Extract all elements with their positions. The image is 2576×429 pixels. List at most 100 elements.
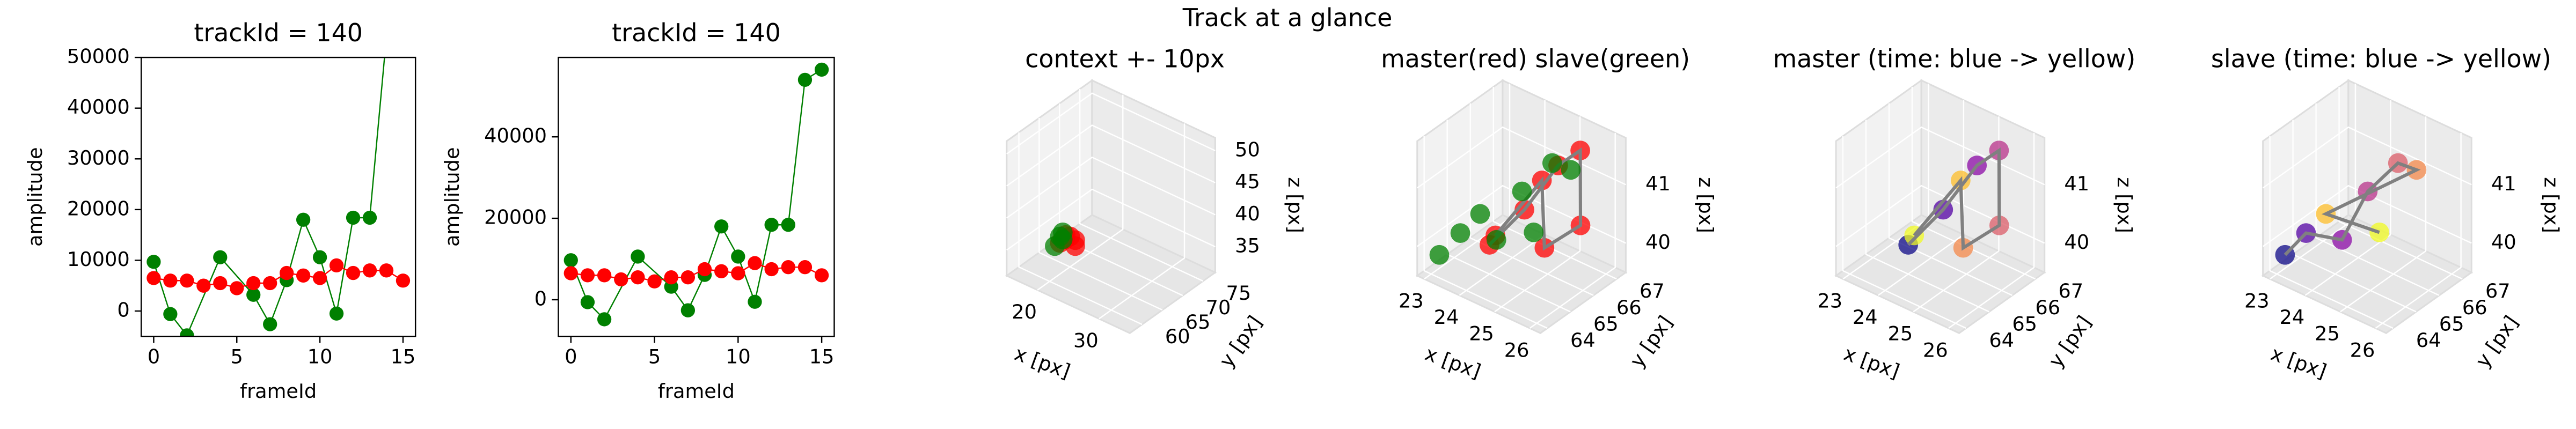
grid-line (1888, 103, 2013, 296)
y-tick-label: 67 (1640, 279, 1665, 302)
data-point (263, 317, 277, 331)
y-axis-label: amplitude (24, 147, 47, 247)
y-tick-label: 0 (535, 287, 547, 310)
y-tick-label: 10000 (67, 248, 130, 271)
pane-back (1920, 79, 2046, 274)
x-axis-label: x [px] (2267, 342, 2329, 383)
data-point (362, 210, 377, 225)
data-point (1052, 222, 1073, 242)
grid-line (2304, 100, 2391, 296)
data-point (564, 253, 578, 268)
data-point (396, 17, 410, 31)
data-point (731, 266, 745, 280)
data-point (213, 250, 228, 264)
data-point (213, 276, 228, 291)
x-tick-label: 26 (1504, 338, 1529, 361)
data-point (163, 273, 178, 288)
grid-line (1911, 87, 2036, 280)
x-tick-label: 24 (2280, 306, 2305, 329)
figure-title: Track at a glance (1182, 3, 1393, 32)
z-tick-label: 40 (2064, 231, 2089, 254)
grid-line (2338, 87, 2463, 280)
x-axis-label: x [px] (1422, 342, 1484, 383)
x-tick-label: 26 (2350, 338, 2375, 361)
x-tick-label: 23 (1817, 290, 1842, 313)
grid-line (2262, 184, 2472, 247)
grid-line (1948, 132, 2035, 329)
chart-title: master (time: blue -> yellow) (1773, 45, 2135, 73)
data-point (1542, 153, 1562, 173)
data-point (1561, 160, 1581, 180)
z-axis-label: z [px] (2113, 177, 2136, 233)
grid-line (1835, 126, 2045, 189)
x-tick-label: 24 (1434, 306, 1459, 329)
x-tick-label: 10 (726, 345, 751, 368)
x-tick-label: 30 (1073, 329, 1099, 352)
x-tick-label: 20 (1012, 300, 1037, 323)
data-point (329, 258, 344, 273)
data-point (697, 262, 712, 277)
data-point (230, 281, 244, 295)
data-point (346, 265, 361, 280)
data-point (797, 72, 813, 87)
x-tick-label: 25 (2315, 322, 2340, 345)
z-tick-label: 41 (1645, 172, 1671, 195)
track-line (1488, 147, 1583, 251)
series-line (570, 262, 822, 283)
y-axis-label: y [px] (2471, 312, 2523, 372)
data-point (647, 274, 662, 289)
data-point (731, 249, 745, 264)
data-point (329, 306, 344, 321)
z-axis-label: z [px] (2540, 177, 2563, 233)
data-point (1486, 230, 1506, 250)
series-line (570, 69, 822, 321)
y-tick-label: 64 (1570, 329, 1596, 352)
data-point (1512, 181, 1532, 202)
grid-line (1469, 103, 1594, 296)
chart-title: context +- 10px (1025, 45, 1225, 73)
z-tick-label: 50 (1235, 138, 1260, 161)
x-tick-label: 24 (1853, 306, 1878, 329)
data-point (147, 255, 161, 269)
x-tick-label: 25 (1469, 322, 1494, 345)
chart-title: master(red) slave(green) (1381, 45, 1690, 73)
x-axis-label: frameId (658, 380, 735, 403)
x-tick-label: 15 (391, 345, 416, 368)
x-axis-label: x [px] (1841, 342, 1902, 383)
y-tick-label: 67 (2058, 279, 2083, 302)
data-point (564, 266, 578, 280)
y-tick-label: 67 (2485, 279, 2511, 302)
data-point (597, 312, 612, 327)
chart-title: trackId = 140 (194, 18, 363, 47)
grid-line (1417, 126, 1626, 189)
y-tick-label: 65 (1185, 310, 1211, 334)
figure-content: Track at a glance trackId = 140 frameId am… (24, 3, 2563, 403)
y-axis-label: y [px] (2044, 312, 2096, 372)
z-axis-label: z [px] (1694, 177, 1717, 233)
grid-line (2262, 126, 2472, 189)
data-point (296, 268, 311, 283)
grid-line (2315, 103, 2440, 296)
data-point (1429, 245, 1450, 265)
y-tick-label: 65 (2012, 312, 2037, 335)
z-tick-label: 45 (1235, 170, 1260, 193)
data-point (748, 256, 762, 270)
series-line (153, 57, 385, 337)
data-point (814, 268, 829, 283)
x-tick-label: 23 (1399, 290, 1424, 313)
z-axis-label: z [px] (1284, 177, 1307, 233)
grid-line (1006, 156, 1216, 219)
data-point (631, 270, 645, 285)
grid-line (2375, 132, 2462, 329)
data-point (781, 218, 795, 232)
data-point (296, 212, 311, 227)
data-point (279, 265, 294, 280)
y-tick-label: 75 (1226, 282, 1252, 305)
axes-frame (140, 56, 416, 337)
track-line (2284, 161, 2421, 256)
data-point (764, 262, 779, 277)
data-point (714, 264, 729, 278)
data-point (396, 273, 411, 288)
grid-line (1006, 188, 1216, 251)
grid-line (1006, 92, 1216, 155)
